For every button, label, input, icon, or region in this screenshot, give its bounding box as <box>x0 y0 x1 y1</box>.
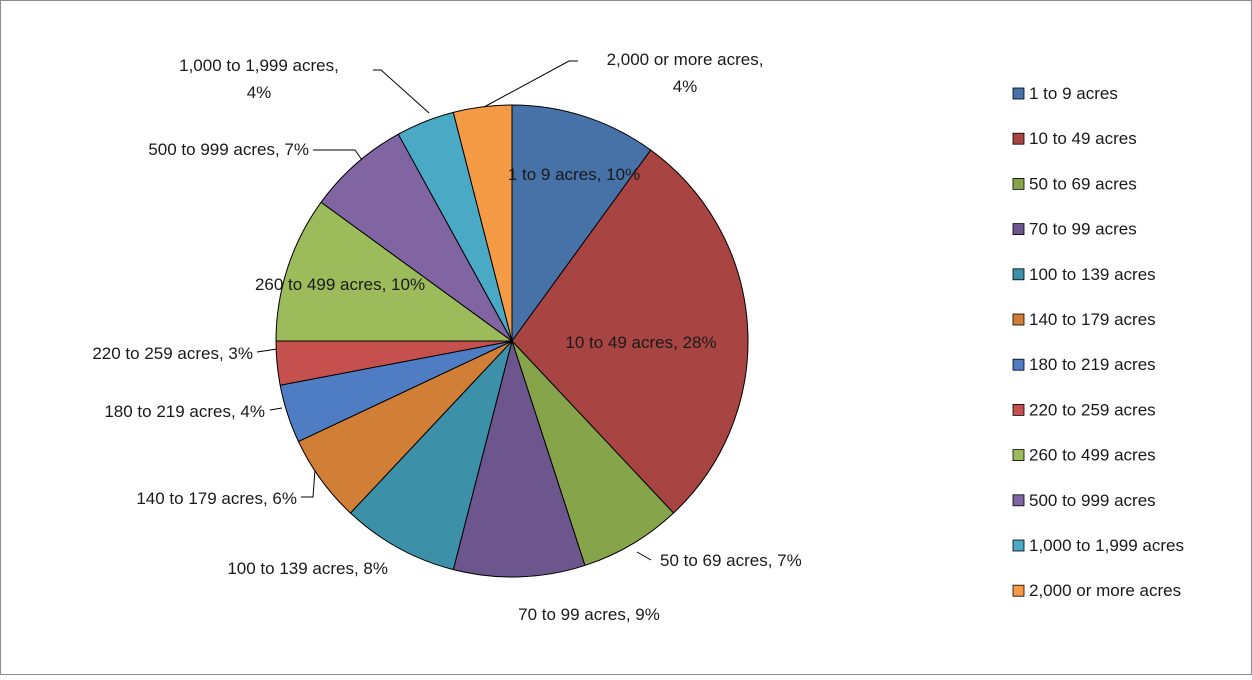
legend-label: 2,000 or more acres <box>1029 581 1181 600</box>
pie-slice <box>320 133 513 342</box>
data-label: 100 to 139 acres, 8% <box>227 559 388 578</box>
legend-label: 50 to 69 acres <box>1029 174 1137 193</box>
pie-slice <box>511 149 749 514</box>
legend-label: 10 to 49 acres <box>1029 129 1137 148</box>
leader-line <box>636 551 652 561</box>
leader-line <box>373 69 430 114</box>
legend-swatch <box>1012 268 1025 281</box>
legend-swatch <box>1012 539 1025 552</box>
legend-swatch <box>1012 584 1025 597</box>
legend-swatch <box>1012 494 1025 507</box>
leader-line <box>313 149 363 161</box>
pie-slice <box>452 104 513 342</box>
legend-label: 500 to 999 acres <box>1029 491 1156 510</box>
legend-swatch <box>1012 403 1025 416</box>
data-label: 4% <box>673 77 698 96</box>
pie-slice <box>275 201 514 342</box>
data-label: 2,000 or more acres, <box>607 50 764 69</box>
data-label: 1 to 9 acres, 10% <box>508 165 640 184</box>
data-label: 140 to 179 acres, 6% <box>136 489 297 508</box>
pie-slice <box>511 340 675 567</box>
pie-slice <box>349 340 513 571</box>
legend-label: 1 to 9 acres <box>1029 84 1118 103</box>
leader-line <box>269 407 283 411</box>
data-label: 180 to 219 acres, 4% <box>104 402 265 421</box>
legend: 1 to 9 acres 10 to 49 acres 50 to 69 acres… <box>1012 84 1184 600</box>
data-label: 70 to 99 acres, 9% <box>518 605 660 624</box>
leader-line <box>256 348 278 353</box>
leader-line <box>301 469 316 498</box>
data-label: 10 to 49 acres, 28% <box>565 333 716 352</box>
data-label: 50 to 69 acres, 7% <box>660 551 802 570</box>
legend-swatch <box>1012 313 1025 326</box>
legend-swatch <box>1012 223 1025 236</box>
legend-label: 220 to 259 acres <box>1029 400 1156 419</box>
legend-swatch <box>1012 132 1025 145</box>
legend-label: 180 to 219 acres <box>1029 355 1156 374</box>
legend-label: 1,000 to 1,999 acres <box>1029 536 1184 555</box>
legend-label: 140 to 179 acres <box>1029 310 1156 329</box>
data-label: 4% <box>247 83 272 102</box>
legend-label: 70 to 99 acres <box>1029 220 1137 239</box>
data-label: 1,000 to 1,999 acres, <box>179 56 339 75</box>
legend-swatch <box>1012 177 1025 190</box>
data-label: 500 to 999 acres, 7% <box>148 140 309 159</box>
legend-label: 100 to 139 acres <box>1029 265 1156 284</box>
data-label: 260 to 499 acres, 10% <box>255 275 425 294</box>
pie-slice <box>511 104 652 343</box>
legend-swatch <box>1012 449 1025 462</box>
pie-slice <box>452 339 586 578</box>
leader-line <box>483 60 578 108</box>
legend-label: 260 to 499 acres <box>1029 446 1156 465</box>
data-label: 220 to 259 acres, 3% <box>92 344 253 363</box>
legend-swatch <box>1012 87 1025 100</box>
legend-swatch <box>1012 358 1025 371</box>
